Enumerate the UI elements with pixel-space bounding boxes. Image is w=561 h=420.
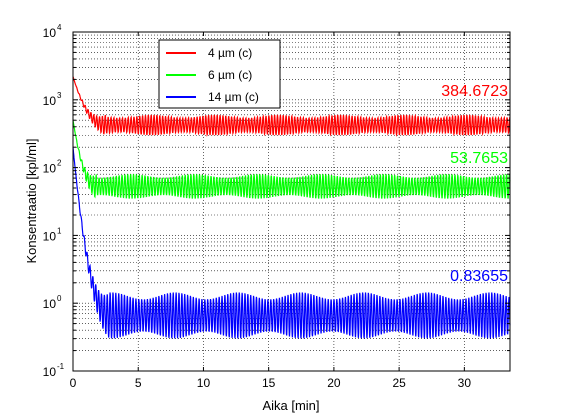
y-tick-label-exponent: -1 — [57, 362, 65, 371]
legend: 4 µm (c) 6 µm (c) 14 µm (c) — [158, 39, 281, 109]
axes-box — [72, 31, 511, 372]
final-value-4um: 384.6723 — [441, 83, 508, 100]
y-tick-label: 10 — [43, 297, 57, 311]
legend-label-6um: 6 µm (c) — [208, 68, 252, 82]
grid — [73, 32, 510, 371]
x-tick-label: 5 — [135, 376, 142, 390]
legend-label-4um: 4 µm (c) — [208, 46, 252, 60]
series-layer — [72, 76, 511, 339]
x-tick-label: 30 — [458, 376, 472, 390]
x-tick-label: 15 — [262, 376, 276, 390]
x-axis-label: Aika [min] — [262, 398, 319, 413]
series-line-0 — [72, 76, 511, 137]
y-tick-label: 10 — [43, 94, 57, 108]
y-tick-label: 10 — [43, 162, 57, 176]
y-tick-label-exponent: 1 — [57, 226, 62, 235]
y-tick-label-exponent: 4 — [57, 23, 62, 32]
x-tick-label: 10 — [197, 376, 211, 390]
x-tick-label: 0 — [70, 376, 77, 390]
series-line-2 — [72, 147, 511, 339]
y-tick-label: 10 — [43, 229, 57, 243]
final-value-6um: 53.7653 — [450, 150, 508, 167]
final-value-14um: 0.83655 — [450, 268, 508, 285]
series-line-1 — [72, 120, 511, 199]
x-tick-label: 25 — [392, 376, 406, 390]
y-tick-label-exponent: 2 — [57, 159, 62, 168]
y-tick-label-exponent: 3 — [57, 91, 62, 100]
y-tick-label: 10 — [43, 26, 57, 40]
x-tick-label: 20 — [327, 376, 341, 390]
y-axis-label: Konsentraatio [kpl/ml] — [24, 138, 39, 263]
y-tick-label: 10 — [43, 365, 57, 379]
y-tick-label-exponent: 0 — [57, 294, 62, 303]
legend-label-14um: 14 µm (c) — [208, 90, 259, 104]
